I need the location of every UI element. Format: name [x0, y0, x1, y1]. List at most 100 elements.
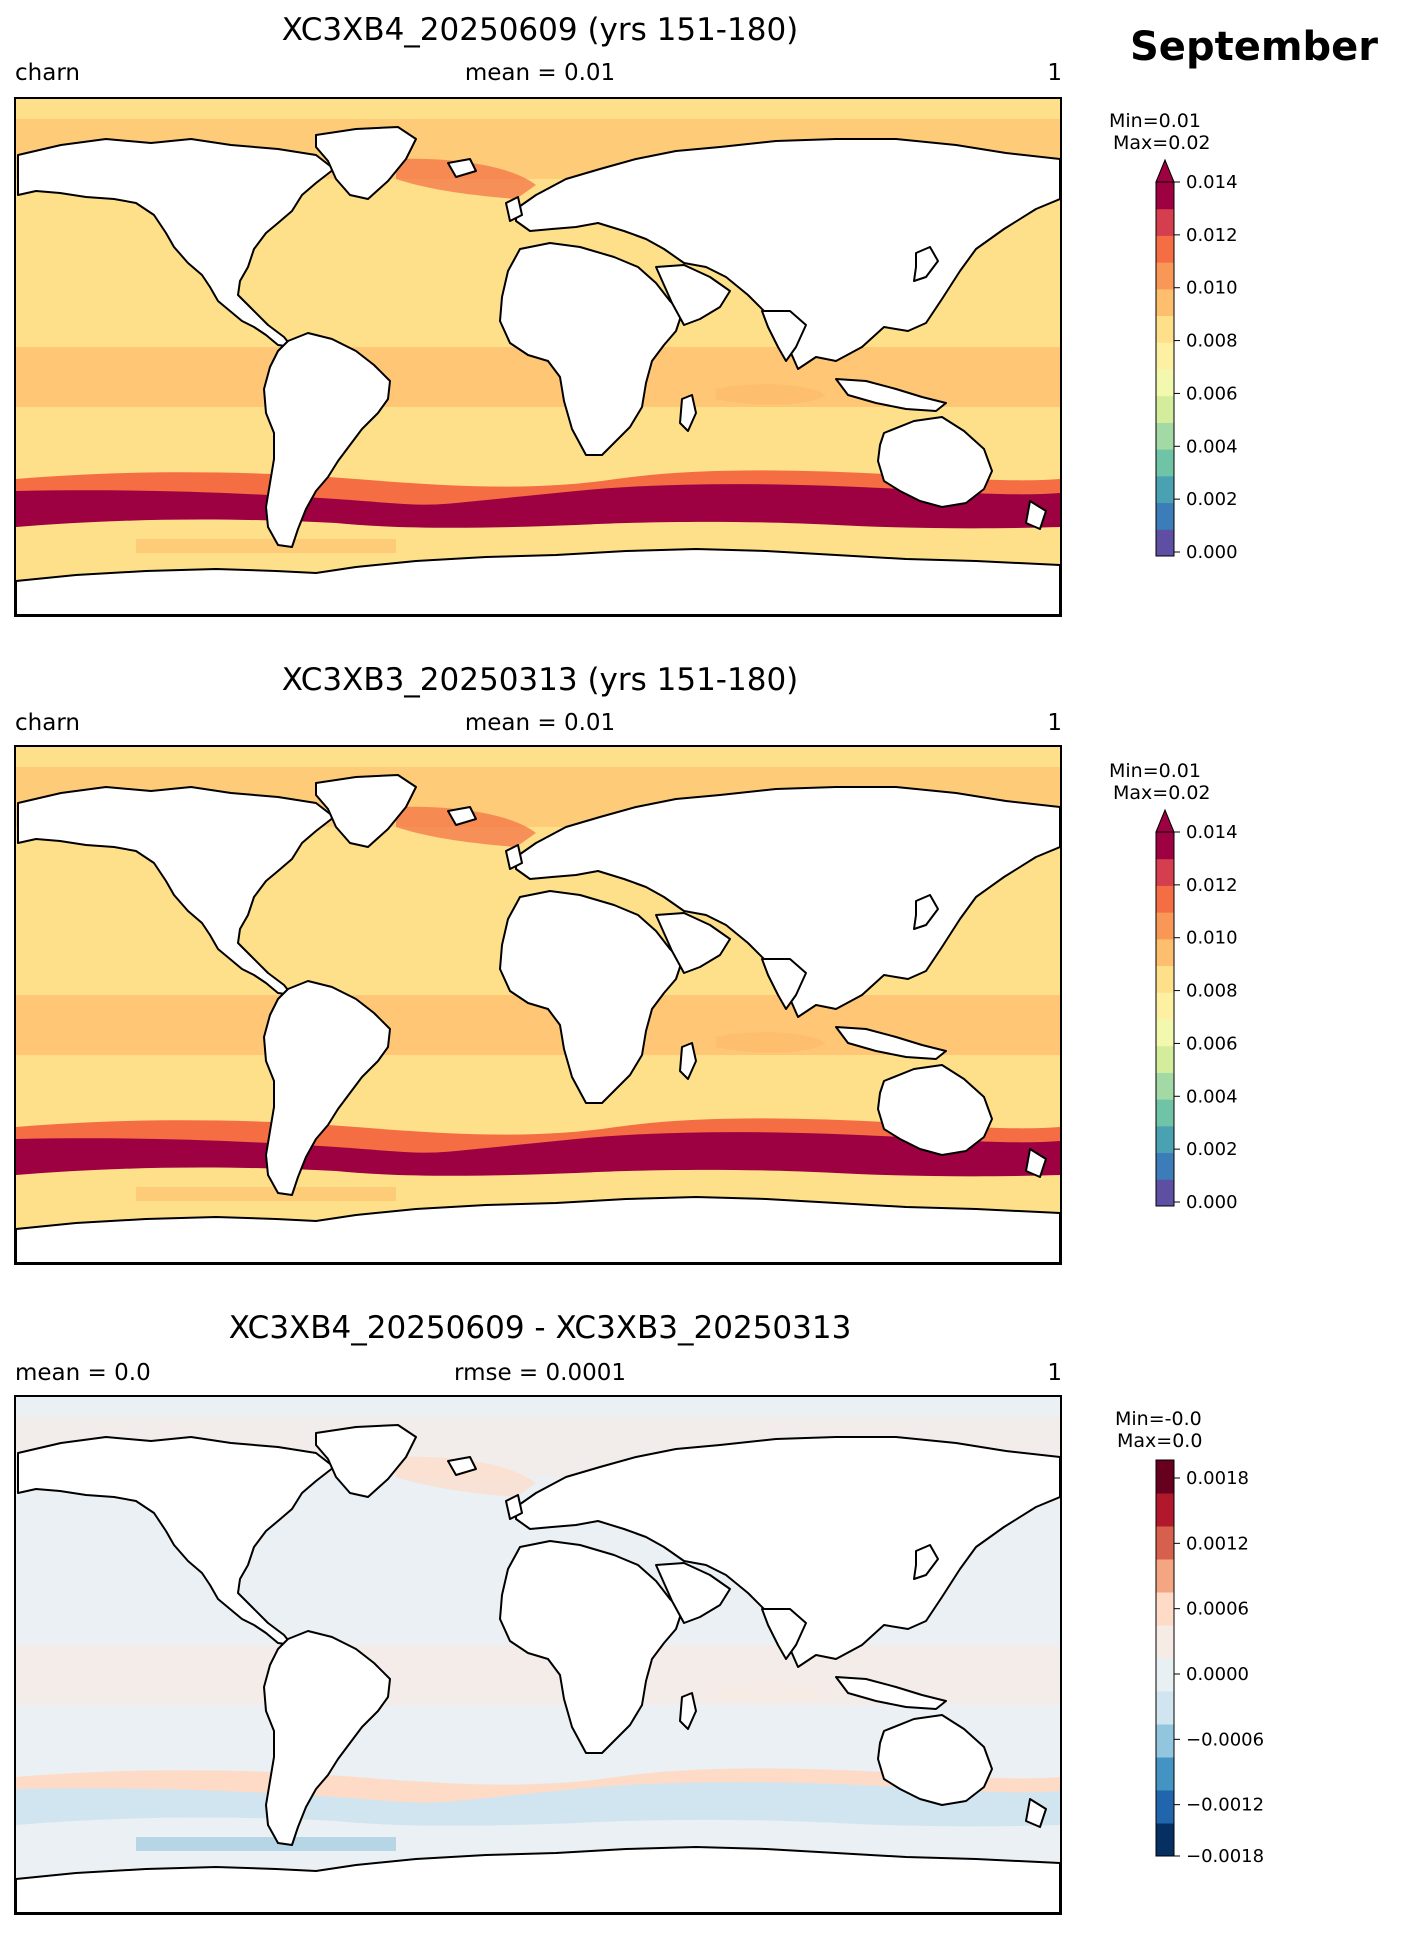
- colorbar-segment: [1156, 475, 1174, 504]
- japan-land: [913, 246, 939, 282]
- north-atlantic-band: [396, 806, 536, 847]
- colorbar-tick-label: 0.014: [1186, 172, 1238, 193]
- variable-label: charn: [15, 60, 80, 86]
- colorbar-tick-label: −0.0018: [1186, 1846, 1264, 1867]
- colorbar-tick-label: 0.002: [1186, 489, 1238, 510]
- colorbar-frame: [1155, 831, 1175, 1207]
- eurasia-land: [515, 1436, 1060, 1668]
- arabia-land: [655, 1562, 731, 1624]
- colorbar-tick-label: 0.010: [1186, 278, 1238, 299]
- new-zealand-land: [1025, 1798, 1047, 1828]
- colorbar-segment: [1156, 1045, 1174, 1073]
- colorbar-tick-label: −0.0006: [1186, 1729, 1264, 1750]
- africa-land: [499, 1540, 683, 1754]
- colorbar-tick-label: 0.008: [1186, 331, 1238, 352]
- colorbar-segment: [1156, 395, 1174, 423]
- max-stat: Max=0.02: [1113, 132, 1211, 154]
- max-stat: Max=0.02: [1113, 782, 1211, 804]
- colorbar-extend-arrow: [1155, 158, 1175, 183]
- colorbar: 0.014 0.012 0.010 0.008 0.006 0.004 0.002 0.000: [1155, 808, 1238, 1213]
- colorbar: 0.014 0.012 0.010 0.008 0.006 0.004 0.002 0.000: [1155, 158, 1238, 563]
- north-america-land: [17, 1436, 335, 1646]
- map-plot: [14, 1395, 1062, 1915]
- subtle-anomaly: [136, 1187, 396, 1201]
- colorbar-tick-label: 0.000: [1186, 542, 1238, 563]
- colorbar-segment: [1156, 912, 1174, 940]
- colorbar-segment: [1156, 235, 1174, 263]
- colorbar-segment: [1156, 1125, 1174, 1154]
- colorbar-segment: [1156, 1724, 1174, 1758]
- colorbar-tick-label: 0.006: [1186, 383, 1238, 404]
- level-label: 1: [1047, 710, 1062, 736]
- colorbar-tick-label: 0.012: [1186, 225, 1238, 246]
- north-america-land: [17, 138, 335, 348]
- colorbar-segment: [1156, 885, 1174, 913]
- colorbar-segment: [1156, 832, 1174, 860]
- colorbar-segment: [1156, 1559, 1174, 1593]
- colorbar-segment: [1156, 1691, 1174, 1725]
- colorbar-segment: [1156, 1493, 1174, 1527]
- map-plot: [14, 97, 1062, 617]
- japan-land: [913, 1544, 939, 1580]
- antarctica-land: [16, 1846, 1060, 1913]
- greenland-land: [315, 774, 417, 848]
- min-stat: Min=0.01: [1109, 110, 1201, 132]
- colorbar-tick-label: 0.004: [1186, 1086, 1238, 1107]
- mean-label: mean = 0.01: [464, 710, 616, 736]
- colorbar-segment: [1156, 858, 1174, 886]
- colorbar-tick-label: −0.0012: [1186, 1795, 1264, 1816]
- subtle-anomaly: [136, 539, 396, 553]
- colorbar-tick-label: 0.012: [1186, 875, 1238, 896]
- africa-land: [499, 242, 683, 456]
- colorbar-extend-arrow: [1155, 808, 1175, 833]
- colorbar-segment: [1156, 288, 1174, 317]
- colorbar-segment: [1156, 1658, 1174, 1692]
- india-land: [761, 310, 807, 362]
- colorbar-segment: [1156, 1790, 1174, 1824]
- colorbar-segment: [1156, 315, 1174, 343]
- mean-label: mean = 0.0: [15, 1360, 151, 1386]
- colorbar-segment: [1156, 1072, 1174, 1100]
- colorbar-segment: [1156, 502, 1174, 530]
- colorbar-segment: [1156, 1592, 1174, 1626]
- colorbar-tick-label: 0.0012: [1186, 1533, 1249, 1554]
- australia-land: [877, 416, 993, 508]
- colorbar-tick-label: 0.0000: [1186, 1664, 1249, 1685]
- month-title: September: [1130, 24, 1378, 70]
- indonesia-land: [835, 1676, 947, 1710]
- iceland-land: [447, 1456, 477, 1476]
- colorbar-frame: [1155, 181, 1175, 557]
- colorbar-segment: [1156, 992, 1174, 1020]
- north-atlantic-band: [396, 1456, 536, 1497]
- indonesia-land: [835, 1026, 947, 1060]
- australia-land: [877, 1714, 993, 1806]
- colorbar-segment: [1156, 965, 1174, 993]
- colorbar-segment: [1156, 1152, 1174, 1180]
- eurasia-land: [515, 138, 1060, 370]
- antarctica-land: [16, 1196, 1060, 1263]
- colorbar-segment: [1156, 1019, 1174, 1047]
- colorbar-segment: [1156, 208, 1174, 236]
- colorbar-segment: [1156, 262, 1174, 290]
- south-america-land: [263, 980, 391, 1196]
- madagascar-land: [679, 1042, 697, 1080]
- panel-title: XC3XB4_20250609 (yrs 151-180): [281, 12, 799, 48]
- colorbar-segment: [1156, 1823, 1174, 1857]
- panel-title: XC3XB3_20250313 (yrs 151-180): [281, 662, 799, 698]
- colorbar-tick-label: 0.010: [1186, 928, 1238, 949]
- rmse-label: rmse = 0.0001: [454, 1360, 626, 1386]
- madagascar-land: [679, 1692, 697, 1730]
- min-stat: Min=-0.0: [1115, 1408, 1202, 1430]
- africa-land: [499, 890, 683, 1104]
- australia-land: [877, 1064, 993, 1156]
- colorbar-segment: [1156, 1757, 1174, 1791]
- north-atlantic-band: [396, 158, 536, 199]
- madagascar-land: [679, 394, 697, 432]
- indian-ocean-patch: [716, 384, 826, 405]
- north-america-land: [17, 786, 335, 996]
- japan-land: [913, 894, 939, 930]
- colorbar-segment: [1156, 1526, 1174, 1560]
- new-zealand-land: [1025, 1148, 1047, 1178]
- uk-land: [505, 196, 523, 222]
- south-america-land: [263, 332, 391, 548]
